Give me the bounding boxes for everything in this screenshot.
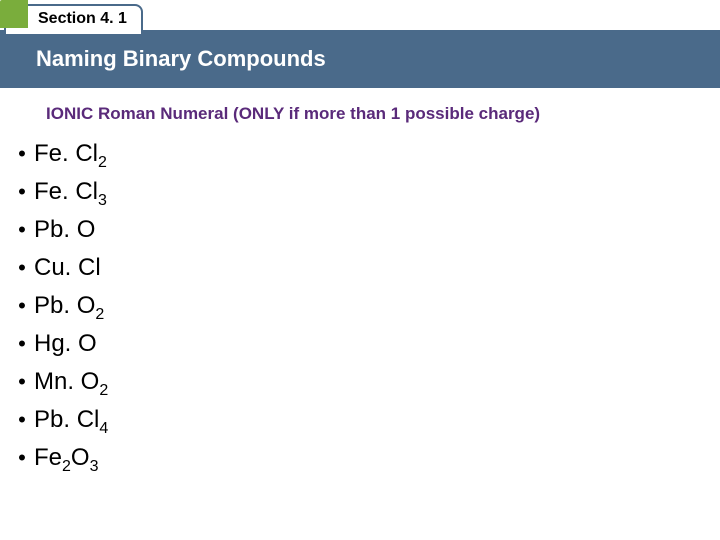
green-corner-box — [0, 0, 28, 28]
list-item: •Fe. Cl2 — [10, 140, 720, 168]
header-area: Section 4. 1 Naming Binary Compounds — [0, 0, 720, 90]
compound-formula: Fe. Cl3 — [34, 178, 107, 206]
bullet: • — [10, 178, 34, 206]
bullet: • — [10, 254, 34, 282]
compound-formula: Hg. O — [34, 330, 97, 358]
bullet: • — [10, 368, 34, 396]
title-bar: Naming Binary Compounds — [0, 30, 720, 88]
list-item: •Pb. Cl4 — [10, 406, 720, 434]
bullet: • — [10, 216, 34, 244]
compound-formula: Fe2O3 — [34, 444, 99, 472]
compound-formula: Pb. Cl4 — [34, 406, 108, 434]
compound-formula: Pb. O — [34, 216, 95, 244]
bullet: • — [10, 330, 34, 358]
list-item: •Cu. Cl — [10, 254, 720, 282]
bullet: • — [10, 292, 34, 320]
bullet: • — [10, 444, 34, 472]
compound-formula: Mn. O2 — [34, 368, 108, 396]
list-item: •Hg. O — [10, 330, 720, 358]
section-label: Section 4. 1 — [38, 10, 127, 27]
compound-list: •Fe. Cl2•Fe. Cl3•Pb. O•Cu. Cl•Pb. O2•Hg.… — [10, 140, 720, 472]
subheading: IONIC Roman Numeral (ONLY if more than 1… — [46, 104, 720, 124]
compound-formula: Pb. O2 — [34, 292, 104, 320]
compound-formula: Cu. Cl — [34, 254, 101, 282]
bullet: • — [10, 406, 34, 434]
list-item: •Pb. O2 — [10, 292, 720, 320]
list-item: •Fe. Cl3 — [10, 178, 720, 206]
page-title: Naming Binary Compounds — [36, 46, 326, 72]
compound-formula: Fe. Cl2 — [34, 140, 107, 168]
bullet: • — [10, 140, 34, 168]
list-item: •Fe2O3 — [10, 444, 720, 472]
list-item: •Pb. O — [10, 216, 720, 244]
list-item: •Mn. O2 — [10, 368, 720, 396]
